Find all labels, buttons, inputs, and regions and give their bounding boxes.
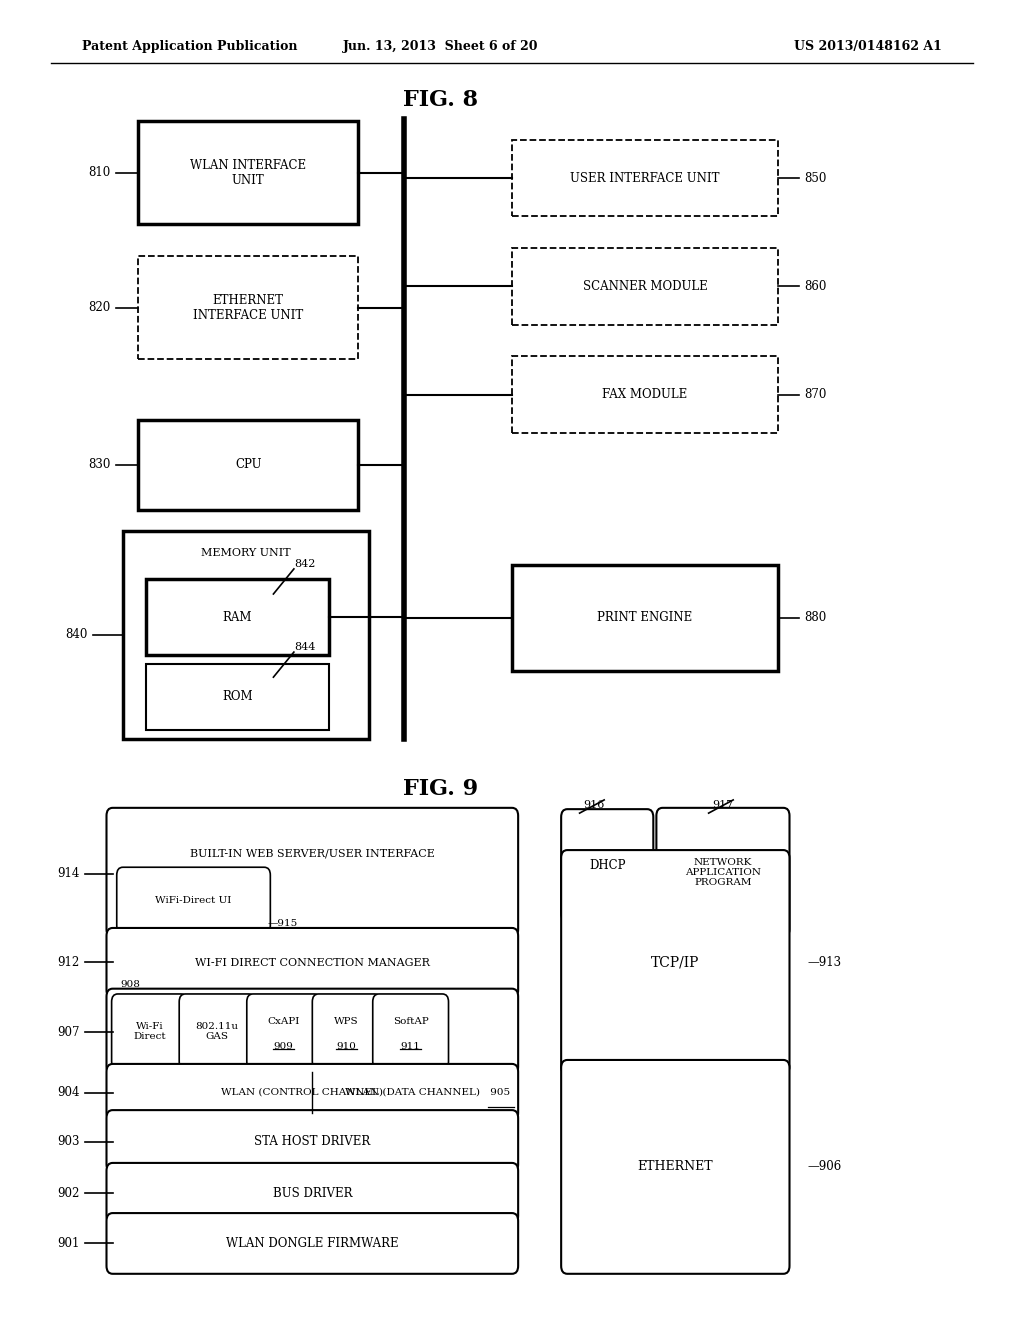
FancyBboxPatch shape: [106, 1110, 518, 1172]
FancyBboxPatch shape: [656, 808, 790, 937]
Text: DHCP: DHCP: [589, 859, 626, 871]
Text: 910: 910: [337, 1041, 356, 1051]
FancyBboxPatch shape: [112, 994, 187, 1069]
Text: BUS DRIVER: BUS DRIVER: [272, 1187, 352, 1200]
FancyBboxPatch shape: [312, 994, 381, 1069]
Text: 860: 860: [804, 280, 826, 293]
Text: ETHERNET: ETHERNET: [638, 1160, 713, 1173]
Text: 810: 810: [88, 166, 111, 180]
Text: 903: 903: [57, 1135, 80, 1148]
Text: US 2013/0148162 A1: US 2013/0148162 A1: [795, 40, 942, 53]
Bar: [512, 140, 778, 216]
Text: 820: 820: [88, 301, 111, 314]
Text: WPS: WPS: [334, 1016, 359, 1026]
Bar: [123, 531, 369, 739]
Text: 880: 880: [804, 611, 826, 624]
Text: FIG. 8: FIG. 8: [402, 90, 478, 111]
Text: STA HOST DRIVER: STA HOST DRIVER: [254, 1135, 371, 1147]
FancyBboxPatch shape: [106, 1064, 518, 1121]
Text: MEMORY UNIT: MEMORY UNIT: [201, 548, 291, 558]
Text: BUILT-IN WEB SERVER/USER INTERFACE: BUILT-IN WEB SERVER/USER INTERFACE: [189, 849, 435, 859]
Bar: [512, 248, 778, 325]
Text: Jun. 13, 2013  Sheet 6 of 20: Jun. 13, 2013 Sheet 6 of 20: [343, 40, 538, 53]
FancyBboxPatch shape: [106, 928, 518, 998]
FancyBboxPatch shape: [561, 850, 790, 1074]
Text: WLAN INTERFACE
UNIT: WLAN INTERFACE UNIT: [190, 158, 306, 187]
Text: 914: 914: [57, 867, 80, 880]
FancyBboxPatch shape: [247, 994, 321, 1069]
Text: WiFi-Direct UI: WiFi-Direct UI: [156, 896, 231, 904]
Text: CxAPI: CxAPI: [267, 1016, 300, 1026]
Bar: [138, 256, 358, 359]
FancyBboxPatch shape: [561, 809, 653, 921]
Bar: [512, 356, 778, 433]
FancyBboxPatch shape: [106, 989, 518, 1074]
FancyBboxPatch shape: [373, 994, 449, 1069]
Text: Patent Application Publication: Patent Application Publication: [82, 40, 297, 53]
Bar: [512, 565, 778, 671]
Text: WLAN (DATA CHANNEL): WLAN (DATA CHANNEL): [345, 1088, 480, 1097]
Text: 904: 904: [57, 1086, 80, 1100]
FancyBboxPatch shape: [179, 994, 255, 1069]
Text: PRINT ENGINE: PRINT ENGINE: [597, 611, 693, 624]
Text: Wi-Fi
Direct: Wi-Fi Direct: [133, 1022, 166, 1041]
Bar: [146, 579, 329, 655]
Text: 905: 905: [487, 1088, 511, 1097]
Text: SoftAP: SoftAP: [393, 1016, 428, 1026]
Text: WLAN DONGLE FIRMWARE: WLAN DONGLE FIRMWARE: [226, 1237, 398, 1250]
Text: —915: —915: [267, 919, 298, 928]
Text: 908: 908: [121, 979, 140, 989]
FancyBboxPatch shape: [106, 1163, 518, 1224]
Text: 902: 902: [57, 1187, 80, 1200]
Text: 901: 901: [57, 1237, 80, 1250]
Text: 870: 870: [804, 388, 826, 401]
Text: —906: —906: [808, 1160, 842, 1173]
Text: USER INTERFACE UNIT: USER INTERFACE UNIT: [570, 172, 720, 185]
Text: 911: 911: [400, 1041, 421, 1051]
Text: 802.11u
GAS: 802.11u GAS: [196, 1022, 239, 1041]
Bar: [138, 420, 358, 510]
Text: 917: 917: [713, 800, 733, 810]
Text: RAM: RAM: [223, 611, 252, 623]
Text: 909: 909: [273, 1041, 294, 1051]
Text: 842: 842: [294, 558, 315, 569]
Text: SCANNER MODULE: SCANNER MODULE: [583, 280, 708, 293]
Text: FIG. 9: FIG. 9: [402, 779, 478, 800]
Text: NETWORK
APPLICATION
PROGRAM: NETWORK APPLICATION PROGRAM: [685, 858, 761, 887]
Text: —913: —913: [808, 956, 842, 969]
Bar: [138, 121, 358, 224]
Text: WLAN (CONTROL CHANNEL): WLAN (CONTROL CHANNEL): [221, 1088, 383, 1097]
Text: ROM: ROM: [222, 690, 253, 704]
Text: 916: 916: [584, 800, 604, 810]
Text: WI-FI DIRECT CONNECTION MANAGER: WI-FI DIRECT CONNECTION MANAGER: [195, 958, 430, 968]
FancyBboxPatch shape: [106, 808, 518, 937]
Text: 907: 907: [57, 1026, 80, 1039]
Text: 844: 844: [294, 642, 315, 652]
Text: 830: 830: [88, 458, 111, 471]
Text: 840: 840: [66, 628, 88, 642]
Text: CPU: CPU: [236, 458, 261, 471]
Text: 850: 850: [804, 172, 826, 185]
FancyBboxPatch shape: [106, 1213, 518, 1274]
Text: 912: 912: [57, 956, 80, 969]
FancyBboxPatch shape: [561, 1060, 790, 1274]
FancyBboxPatch shape: [117, 867, 270, 933]
Text: TCP/IP: TCP/IP: [651, 956, 699, 969]
Bar: [146, 664, 329, 730]
Text: ETHERNET
INTERFACE UNIT: ETHERNET INTERFACE UNIT: [194, 293, 303, 322]
Text: FAX MODULE: FAX MODULE: [602, 388, 688, 401]
